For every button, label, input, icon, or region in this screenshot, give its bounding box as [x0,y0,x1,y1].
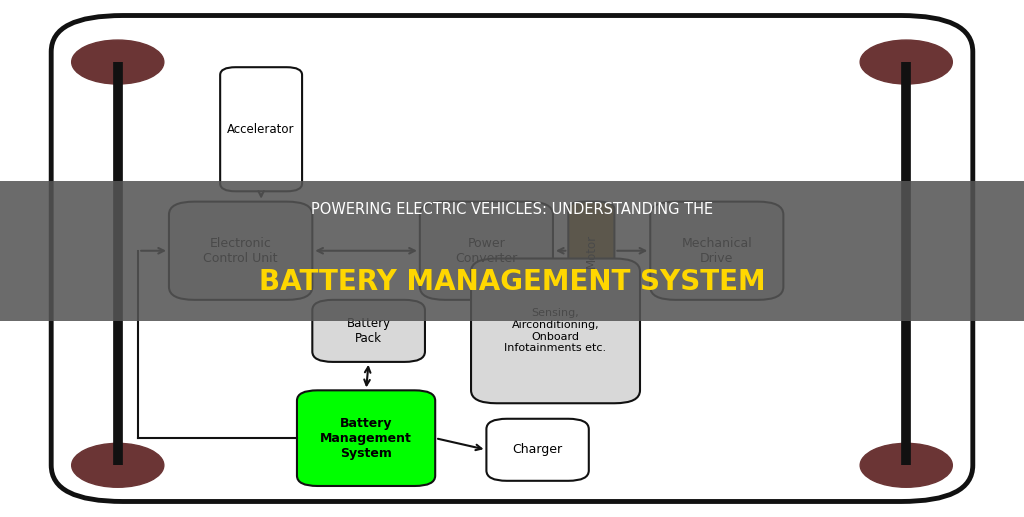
FancyBboxPatch shape [297,390,435,486]
Ellipse shape [72,444,164,487]
FancyBboxPatch shape [486,419,589,481]
FancyBboxPatch shape [169,202,312,300]
FancyBboxPatch shape [312,300,425,362]
Text: POWERING ELECTRIC VEHICLES: UNDERSTANDING THE: POWERING ELECTRIC VEHICLES: UNDERSTANDIN… [311,202,713,217]
FancyBboxPatch shape [220,67,302,191]
Text: Battery
Management
System: Battery Management System [321,417,412,460]
FancyBboxPatch shape [471,258,640,403]
Text: Sensing,
Airconditioning,
Onboard
Infotainments etc.: Sensing, Airconditioning, Onboard Infota… [505,309,606,353]
Text: Mechanical
Drive: Mechanical Drive [681,237,753,265]
FancyBboxPatch shape [650,202,783,300]
Text: Electronic
Control Unit: Electronic Control Unit [204,237,278,265]
Text: Power
Converter: Power Converter [456,237,517,265]
Ellipse shape [72,40,164,84]
Text: BATTERY MANAGEMENT SYSTEM: BATTERY MANAGEMENT SYSTEM [259,268,765,296]
FancyBboxPatch shape [420,202,553,300]
Text: Motor: Motor [585,234,598,268]
Text: Charger: Charger [513,443,562,457]
Text: Accelerator: Accelerator [227,123,295,136]
Bar [0,181,1024,321]
FancyBboxPatch shape [568,202,614,300]
FancyBboxPatch shape [51,16,973,501]
Ellipse shape [860,444,952,487]
Ellipse shape [860,40,952,84]
Text: Battery
Pack: Battery Pack [346,317,391,345]
